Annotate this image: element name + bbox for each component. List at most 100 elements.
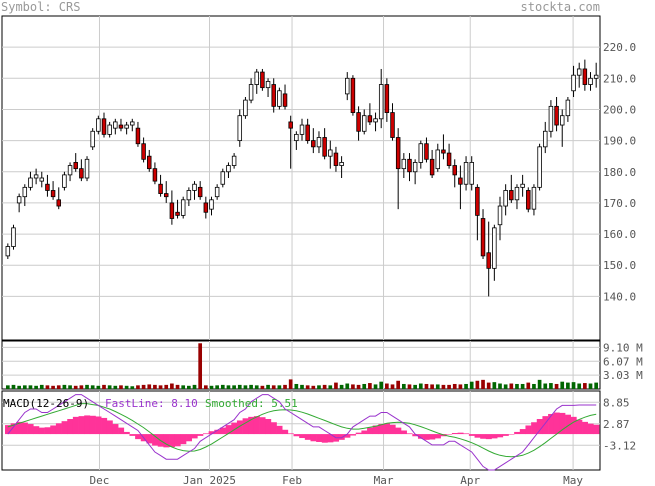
volume-bar: [537, 379, 542, 389]
macd-histogram-bar: [152, 434, 159, 446]
candle-body: [588, 77, 593, 85]
candle-body: [22, 186, 28, 198]
macd-histogram-bar: [112, 424, 119, 435]
volume-bar: [79, 385, 84, 389]
macd-histogram-bar: [565, 414, 572, 435]
candle-body: [435, 149, 441, 170]
volume-bar: [102, 384, 106, 389]
candle-body: [559, 115, 565, 126]
candle-body: [237, 115, 243, 142]
candle-body: [537, 146, 542, 188]
macd-series: [5, 394, 600, 471]
macd-histogram-bar: [236, 420, 243, 435]
macd-histogram-bar: [5, 425, 11, 435]
volume-bar: [215, 385, 219, 389]
price-tick-label: 190.0: [603, 135, 636, 148]
macd-histogram-bar: [468, 434, 475, 436]
candle-body: [543, 130, 548, 148]
candle-body: [180, 199, 186, 216]
macd-histogram-bar: [384, 423, 390, 435]
macd-histogram-bar: [327, 434, 334, 443]
candle-body: [418, 143, 424, 163]
macd-histogram-bar: [367, 427, 374, 435]
macd-histogram-bar: [310, 434, 317, 442]
macd-histogram-bar: [248, 416, 255, 435]
volume-bar: [554, 383, 559, 389]
candle-body: [582, 68, 588, 85]
macd-histogram-bar: [72, 416, 79, 435]
macd-histogram-bar: [316, 434, 323, 442]
volume-bar: [170, 383, 174, 389]
volume-bar: [305, 385, 310, 389]
volume-bar: [356, 384, 361, 389]
volume-bar: [141, 384, 146, 389]
macd-histogram-bar: [186, 434, 192, 442]
candle-body: [152, 168, 158, 182]
macd-histogram-bar: [163, 434, 170, 448]
x-tick-label: Dec: [90, 474, 110, 486]
candle-body: [90, 130, 95, 148]
candle-body: [492, 227, 497, 269]
candle-body: [452, 165, 457, 176]
macd-histogram-bar: [180, 434, 187, 445]
macd-histogram-bar: [259, 417, 266, 435]
macd-histogram-bar: [559, 412, 566, 435]
macd-tick-label: -3.12: [603, 439, 636, 452]
macd-histogram-bar: [225, 425, 232, 435]
candle-body: [429, 158, 435, 176]
candle-body: [390, 112, 395, 138]
candle-body: [56, 199, 61, 207]
volume-bar: [62, 384, 67, 389]
candle-body: [203, 202, 209, 213]
volume-bar: [430, 384, 434, 389]
macd-histogram-bar: [219, 427, 226, 435]
volume-bar: [311, 385, 316, 389]
macd-histogram-bar: [282, 429, 289, 435]
candle-body: [378, 84, 384, 120]
candle-body: [526, 190, 531, 210]
macd-histogram-bar: [417, 434, 424, 439]
candle-body: [192, 183, 197, 191]
candle-body: [175, 211, 180, 216]
macd-histogram-bar: [463, 433, 470, 435]
candle-body: [67, 165, 73, 176]
volume-bar: [390, 384, 395, 389]
candle-body: [50, 190, 56, 198]
volume-bar: [294, 383, 299, 389]
x-tick-label: Feb: [282, 474, 302, 486]
macd-histogram-bar: [265, 419, 272, 435]
candle-body: [197, 186, 203, 198]
macd-smooth-line: [7, 403, 597, 458]
macd-histogram-bar: [50, 425, 57, 435]
volume-bar: [45, 385, 50, 389]
macd-histogram-bar: [33, 426, 40, 435]
volume-bar: [198, 343, 203, 389]
volume-bar: [5, 385, 10, 389]
volume-bar: [288, 379, 293, 389]
macd-histogram-bar: [16, 421, 23, 435]
volume-bar: [136, 385, 140, 389]
volume-bar: [28, 385, 33, 389]
volume-bar: [458, 384, 463, 389]
macd-histogram-bar: [406, 433, 413, 435]
volume-bar: [424, 383, 429, 389]
macd-histogram-bar: [525, 425, 532, 435]
brand-label: stockta.com: [520, 0, 600, 14]
candle-body: [11, 227, 16, 247]
candle-body: [84, 158, 90, 179]
volume-bar: [153, 384, 157, 389]
volume-bar: [526, 382, 531, 389]
macd-histogram-bar: [502, 434, 509, 436]
macd-histogram-bar: [434, 434, 441, 439]
candle-body: [45, 183, 50, 191]
axis-labels: Dec Jan 2025 Feb Mar Apr May 140.0 150.0 160.0 17…: [90, 41, 644, 486]
macd-histogram-bar: [253, 416, 260, 435]
volume-bar: [509, 383, 514, 389]
candle-body: [367, 115, 373, 123]
macd-histogram-bar: [553, 412, 560, 435]
candle-body: [299, 124, 305, 135]
candle-body: [345, 77, 350, 95]
volume-bar: [441, 384, 446, 389]
candle-body: [361, 115, 367, 132]
volume-bar: [232, 385, 236, 389]
